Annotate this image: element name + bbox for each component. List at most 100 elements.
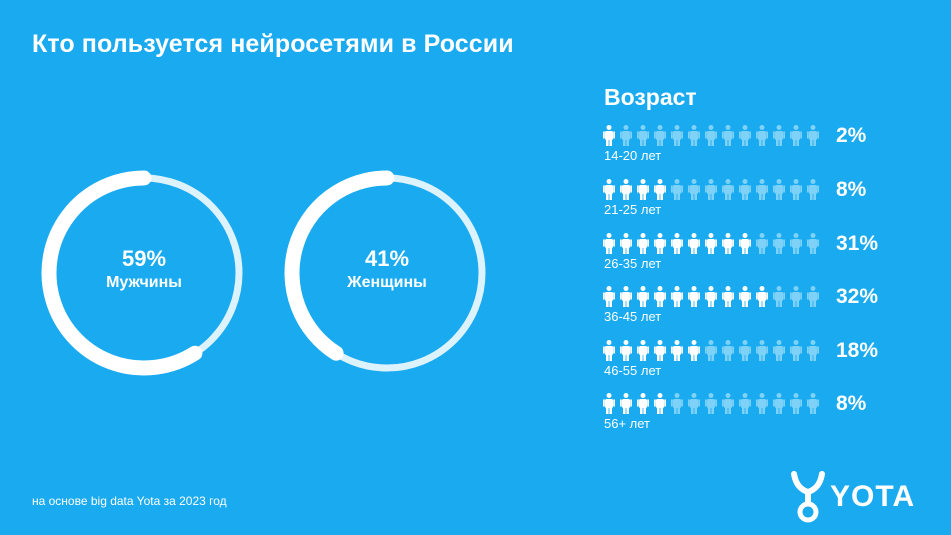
age-row: 8% 21-25 лет — [600, 178, 900, 230]
person-icon-faded — [773, 179, 785, 200]
yota-figure-icon — [791, 471, 825, 523]
person-icon-faded — [705, 125, 717, 146]
person-icon-faded — [688, 125, 700, 146]
person-icon-faded — [756, 179, 768, 200]
person-icon-faded — [773, 125, 785, 146]
person-icon-faded — [654, 125, 666, 146]
person-icon-filled — [739, 233, 751, 254]
person-icon-filled — [654, 393, 666, 414]
age-icons — [603, 233, 819, 254]
person-icon-filled — [620, 233, 632, 254]
person-icon-faded — [637, 125, 649, 146]
person-icon-filled — [671, 340, 683, 361]
person-icon-faded — [671, 125, 683, 146]
person-icon-filled — [603, 286, 615, 307]
page-title: Кто пользуется нейросетями в России — [32, 30, 514, 58]
person-icon-filled — [620, 393, 632, 414]
person-icon-faded — [773, 286, 785, 307]
person-icon-faded — [688, 179, 700, 200]
person-icon-faded — [739, 340, 751, 361]
person-icon-filled — [756, 286, 768, 307]
person-icon-faded — [790, 233, 802, 254]
footnote: на основе big data Yota за 2023 год — [32, 494, 227, 508]
person-icon-faded — [705, 393, 717, 414]
person-icon-filled — [603, 233, 615, 254]
donut-men-arc — [41, 170, 203, 376]
person-icon-filled — [722, 233, 734, 254]
age-row: 2% 14-20 лет — [600, 124, 900, 176]
age-value: 2% — [836, 124, 867, 147]
person-icon-faded — [620, 125, 632, 146]
donut-women-arc — [284, 170, 395, 361]
donut-women: 41% Женщины — [282, 168, 492, 378]
age-row: 18% 46-55 лет — [600, 339, 900, 391]
person-icon-filled — [603, 340, 615, 361]
person-icon-faded — [756, 233, 768, 254]
person-icon-faded — [807, 393, 819, 414]
person-icon-filled — [620, 286, 632, 307]
person-icon-filled — [722, 286, 734, 307]
age-label: 56+ лет — [604, 416, 651, 431]
person-icon-faded — [705, 340, 717, 361]
logo-text: YOTA — [830, 480, 916, 513]
person-icon-faded — [807, 179, 819, 200]
person-icon-filled — [637, 340, 649, 361]
person-icon-filled — [671, 286, 683, 307]
person-icon-faded — [790, 340, 802, 361]
person-icon-faded — [756, 393, 768, 414]
donut-men-svg — [41, 170, 243, 376]
person-icon-filled — [637, 179, 649, 200]
person-icon-filled — [705, 286, 717, 307]
person-icon-filled — [739, 286, 751, 307]
person-icon-faded — [739, 179, 751, 200]
age-value: 18% — [836, 339, 879, 362]
person-icon-faded — [671, 179, 683, 200]
age-label: 14-20 лет — [604, 148, 662, 163]
person-icon-faded — [790, 393, 802, 414]
person-icon-filled — [654, 233, 666, 254]
age-icons — [603, 340, 819, 361]
person-icon-faded — [705, 179, 717, 200]
donut-women-svg — [284, 170, 486, 372]
person-icon-faded — [722, 125, 734, 146]
age-icons — [603, 125, 819, 146]
person-icon-faded — [739, 393, 751, 414]
age-label: 21-25 лет — [604, 202, 662, 217]
person-icon-filled — [603, 125, 615, 146]
donut-women-label: Женщины — [347, 274, 427, 291]
person-icon-faded — [739, 125, 751, 146]
person-icon-faded — [790, 179, 802, 200]
person-icon-faded — [807, 286, 819, 307]
person-icon-filled — [603, 393, 615, 414]
person-icon-filled — [654, 340, 666, 361]
person-icon-faded — [671, 393, 683, 414]
age-label: 26-35 лет — [604, 256, 662, 271]
person-icon-filled — [637, 286, 649, 307]
person-icon-filled — [654, 286, 666, 307]
person-icon-faded — [756, 125, 768, 146]
age-row: 31% 26-35 лет — [600, 232, 900, 284]
age-label: 36-45 лет — [604, 309, 662, 324]
person-icon-faded — [807, 233, 819, 254]
age-icons — [603, 179, 819, 200]
person-icon-filled — [705, 233, 717, 254]
person-icon-faded — [807, 340, 819, 361]
donut-men-label: Мужчины — [106, 274, 182, 291]
person-icon-faded — [722, 393, 734, 414]
person-icon-faded — [807, 125, 819, 146]
person-icon-filled — [620, 179, 632, 200]
person-icon-filled — [688, 233, 700, 254]
person-icon-faded — [756, 340, 768, 361]
person-icon-filled — [637, 233, 649, 254]
person-icon-faded — [722, 340, 734, 361]
donut-men: 59% Мужчины — [39, 168, 249, 378]
person-icon-filled — [671, 233, 683, 254]
age-value: 31% — [836, 232, 879, 255]
person-icon-faded — [773, 233, 785, 254]
age-icons — [603, 286, 819, 307]
age-value: 32% — [836, 285, 879, 308]
person-icon-faded — [773, 340, 785, 361]
yota-logo: YOTA — [788, 470, 938, 524]
donut-men-value: 59% — [121, 246, 167, 271]
age-value: 8% — [836, 178, 867, 201]
